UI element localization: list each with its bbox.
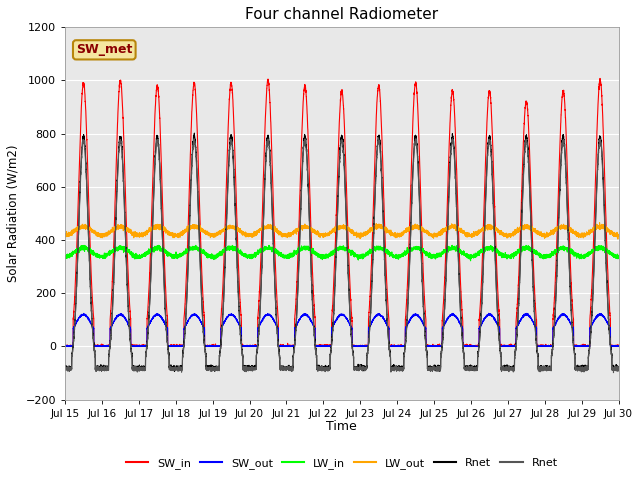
Rnet [61,365,69,371]
Line: SW_out: SW_out [65,313,618,347]
SW_in [481,166,489,172]
Rnet [614,365,622,371]
Rnet [191,130,198,136]
Rnet [250,364,257,370]
LW_out [466,232,474,238]
SW_in [585,344,593,349]
SW_in [596,75,604,81]
SW_out [61,344,69,349]
LW_in [467,258,474,264]
Rnet [374,135,382,141]
LW_out [584,230,592,236]
Rnet [171,369,179,374]
Title: Four channel Radiometer: Four channel Radiometer [245,7,438,22]
SW_out [585,343,593,348]
SW_in [61,343,69,349]
LW_out [614,236,621,242]
LW_out [596,220,604,226]
LW_in [591,244,599,250]
LW_in [323,254,331,260]
SW_out [523,311,531,316]
Text: SW_met: SW_met [76,43,132,56]
Rnet [323,366,331,372]
SW_out [61,344,69,349]
LW_in [249,253,257,259]
SW_out [466,344,474,349]
LW_in [614,255,622,261]
LW_out [61,232,69,238]
Rnet [61,366,69,372]
SW_out [591,315,599,321]
Line: LW_out: LW_out [65,223,618,239]
LW_out [481,226,489,232]
Rnet [323,366,331,372]
SW_out [250,344,257,349]
Line: Rnet: Rnet [65,138,618,372]
SW_in [591,182,599,188]
Rnet [466,366,474,372]
Rnet [610,370,618,375]
LW_in [585,253,593,259]
Rnet [614,365,622,371]
SW_in [323,344,331,349]
Rnet [591,221,599,227]
SW_in [614,344,622,349]
Y-axis label: Solar Radiation (W/m2): Solar Radiation (W/m2) [7,144,20,282]
SW_in [466,343,474,349]
LW_in [481,248,489,254]
SW_in [61,344,69,349]
SW_out [323,343,331,349]
LW_out [591,227,599,233]
SW_out [614,344,622,349]
Line: Rnet: Rnet [65,133,618,372]
Rnet [466,362,474,368]
Legend: SW_in, SW_out, LW_in, LW_out, Rnet, Rnet: SW_in, SW_out, LW_in, LW_out, Rnet, Rnet [122,454,562,473]
LW_out [249,234,257,240]
Rnet [591,225,599,231]
LW_in [449,242,456,248]
Rnet [481,201,489,207]
LW_in [466,254,474,260]
LW_out [323,233,331,239]
Line: LW_in: LW_in [65,245,618,261]
Rnet [249,366,257,372]
SW_in [250,344,257,349]
SW_out [481,314,489,320]
LW_in [61,254,69,260]
LW_out [614,232,622,238]
Rnet [481,208,489,214]
Rnet [585,353,593,359]
Line: SW_in: SW_in [65,78,618,347]
X-axis label: Time: Time [326,420,357,433]
Rnet [585,353,593,359]
